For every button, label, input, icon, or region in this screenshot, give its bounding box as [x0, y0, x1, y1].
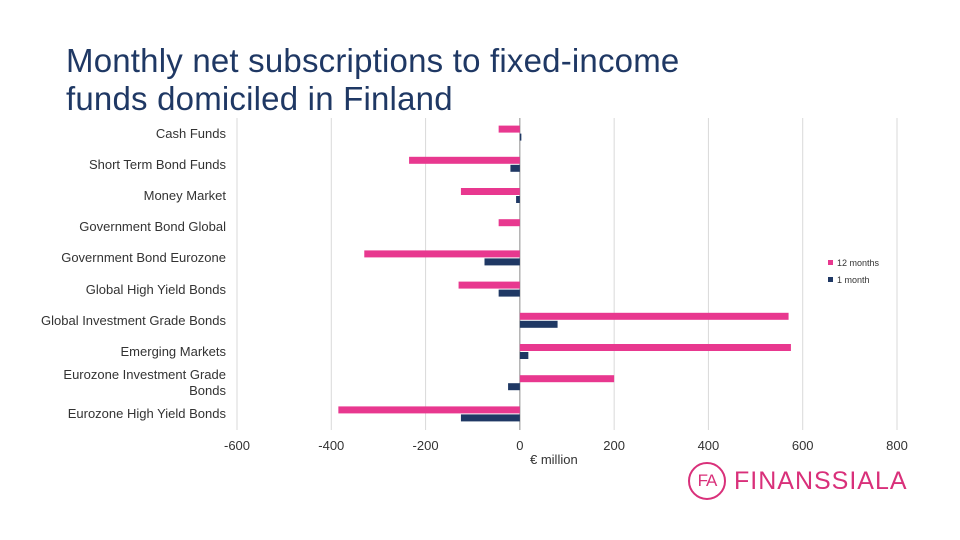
logo-text: FINANSSIALA: [734, 466, 908, 495]
category-label-money-market: Money Market: [143, 188, 226, 203]
title-line-2: funds domiciled in Finland: [66, 80, 453, 117]
bar-12-months-cash-funds: [498, 125, 520, 133]
bar-1-month-eurozone-investment-grade-bonds: [508, 383, 520, 391]
title-line-1: Monthly net subscriptions to fixed-incom…: [66, 42, 680, 79]
bar-12-months-government-bond-eurozone: [364, 250, 520, 258]
x-tick-label: 400: [697, 438, 720, 453]
x-tick-label: -200: [412, 438, 439, 453]
bar-12-months-eurozone-investment-grade-bonds: [519, 375, 615, 383]
legend-label-12-months: 12 months: [837, 257, 880, 268]
bar-12-months-short-term-bond-funds: [409, 156, 520, 164]
category-label-global-investment-grade-bonds: Global Investment Grade Bonds: [41, 312, 226, 328]
x-tick-label: 600: [791, 438, 814, 453]
x-tick-label: -400: [318, 438, 345, 453]
bar-12-months-eurozone-high-yield-bonds: [338, 406, 520, 414]
legend-swatch-12-months: [828, 260, 833, 265]
category-label-government-bond-eurozone: Government Bond Eurozone: [61, 250, 226, 266]
category-label-eurozone-investment-grade-bonds: Eurozone Investment Grade Bonds: [63, 367, 226, 399]
chart-title: Monthly net subscriptions to fixed-incom…: [66, 42, 826, 118]
legend-item-12-months: 12 months: [828, 254, 879, 271]
bar-1-month-money-market: [516, 196, 520, 203]
bar-12-months-government-bond-global: [498, 219, 520, 227]
category-label-cash-funds: Cash Funds: [155, 125, 226, 141]
logo-mark-icon: FA: [688, 462, 726, 500]
bar-1-month-eurozone-high-yield-bonds: [460, 414, 520, 422]
x-tick-label: 0: [516, 438, 524, 453]
legend-label-1-month: 1 month: [837, 274, 870, 285]
logo-mark-text: FA: [697, 471, 718, 490]
category-label-eurozone-high-yield-bonds: Eurozone High Yield Bonds: [67, 406, 226, 422]
category-label-global-high-yield-bonds: Global High Yield Bonds: [85, 281, 226, 297]
x-tick-label: 800: [886, 438, 908, 453]
bar-1-month-short-term-bond-funds: [510, 164, 520, 172]
bar-1-month-government-bond-eurozone: [484, 258, 520, 266]
category-label-short-term-bond-funds: Short Term Bond Funds: [88, 156, 226, 172]
legend-swatch-1-month: [828, 277, 833, 282]
finanssiala-logo: FA FINANSSIALA: [688, 462, 908, 500]
bar-1-month-global-high-yield-bonds: [498, 289, 520, 297]
bar-1-month-emerging-markets: [519, 352, 529, 359]
x-tick-label: 200: [603, 438, 625, 453]
legend-item-1-month: 1 month: [828, 271, 879, 288]
x-axis-label: € million: [530, 452, 578, 467]
bar-1-month-global-investment-grade-bonds: [519, 320, 558, 328]
category-label-emerging-markets: Emerging Markets: [120, 344, 226, 359]
bar-12-months-emerging-markets: [519, 344, 791, 351]
bar-12-months-global-investment-grade-bonds: [519, 312, 789, 320]
bar-12-months-money-market: [460, 188, 520, 195]
bar-1-month-cash-funds: [519, 133, 522, 141]
legend: 12 months 1 month: [828, 254, 879, 288]
bar-12-months-global-high-yield-bonds: [458, 281, 520, 289]
x-tick-label: -600: [223, 438, 251, 453]
category-label-government-bond-global: Government Bond Global: [79, 219, 226, 235]
